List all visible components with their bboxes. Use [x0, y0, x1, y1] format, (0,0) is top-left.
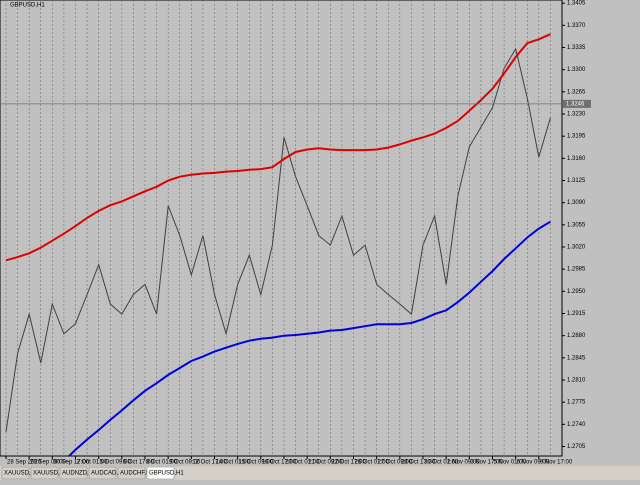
x-tick-label: 30 Sep 17:00: [53, 460, 89, 466]
x-tick-label: 30 Oct 01:00: [424, 460, 459, 466]
y-tick-label: 1.3055: [567, 222, 586, 228]
series-line: [5, 47, 551, 432]
y-tick-label: 1.2810: [567, 378, 586, 384]
tab-label[interactable]: AUDCHF,H1: [120, 471, 154, 477]
x-tick-label: 22 Oct 17:00: [331, 460, 366, 466]
y-tick-label: 1.2740: [567, 422, 586, 428]
tab-label[interactable]: XAUUSD,H1: [4, 471, 39, 477]
tab-background: [1, 466, 30, 480]
tab-label[interactable]: AUDCAD,H1: [91, 471, 126, 477]
y-tick-label: 1.3265: [567, 89, 586, 95]
y-tick-label: 1.3230: [567, 112, 586, 118]
x-tick-label: 6 Oct 17:00: [123, 460, 155, 466]
tab-background: [117, 466, 146, 480]
y-tick-label: 1.2775: [567, 400, 586, 406]
x-tick-label: 5 Oct 09:00: [100, 460, 132, 466]
y-tick-label: 1.3370: [567, 23, 586, 29]
y-tick-label: 1.3160: [567, 156, 586, 162]
x-tick-label: 20 Oct 01:00: [285, 460, 320, 466]
tab-label[interactable]: XAUUSD,H1: [33, 471, 68, 477]
tab-background: [59, 466, 88, 480]
x-tick-label: 5 Nov 01:00: [494, 460, 527, 466]
tab[interactable]: GBPUSD,H1: [146, 466, 184, 480]
x-tick-label: 27 Oct 09:00: [378, 460, 413, 466]
x-tick-label: 21 Oct 09:00: [308, 460, 343, 466]
chart-title: GBPUSD,H1: [10, 3, 45, 9]
x-tick-label: 26 Oct 01:00: [355, 460, 390, 466]
tab[interactable]: XAUUSD,H1: [1, 466, 39, 480]
y-tick-label: 1.2880: [567, 333, 586, 339]
y-tick-label: 1.3300: [567, 67, 586, 73]
y-tick-label: 1.3405: [567, 1, 586, 7]
y-tick-label: 1.2985: [567, 267, 586, 273]
x-tick-label: 12 Oct 17:00: [192, 460, 227, 466]
x-tick-label: 6 Nov 09:00: [517, 460, 550, 466]
x-tick-label: 3 Nov 17:00: [470, 460, 503, 466]
tab-label[interactable]: GBPUSD,H1: [149, 471, 184, 477]
x-tick-label: 9 Nov 17:00: [540, 460, 573, 466]
x-tick-label: 16 Oct 17:00: [262, 460, 297, 466]
tab[interactable]: AUDNZD,H1: [59, 466, 97, 480]
tab-label[interactable]: AUDNZD,H1: [62, 471, 97, 477]
series-line: [5, 33, 551, 262]
tab-background: [88, 466, 117, 480]
tab-background: [146, 466, 175, 480]
y-tick-label: 1.3335: [567, 45, 586, 51]
x-tick-label: 28 Oct 17:00: [401, 460, 436, 466]
x-tick-label: 8 Oct 01:00: [146, 460, 178, 466]
current-price-label: 1.3246: [566, 101, 585, 107]
tab-background: [30, 466, 59, 480]
x-tick-label: 15 Oct 09:00: [239, 460, 274, 466]
y-tick-label: 1.2950: [567, 289, 586, 295]
y-tick-label: 1.2845: [567, 355, 586, 361]
x-tick-label: 2 Nov 09:00: [447, 460, 480, 466]
series-line: [67, 220, 551, 456]
current-price-box: [563, 99, 591, 108]
y-tick-label: 1.2705: [567, 444, 586, 450]
x-tick-label: 14 Oct 01:00: [216, 460, 251, 466]
x-tick-label: 28 Sep 2020: [7, 460, 42, 466]
x-tick-label: 29 Sep 09:00: [30, 460, 66, 466]
y-tick-label: 1.3195: [567, 134, 586, 140]
tab[interactable]: AUDCHF,H1: [117, 466, 154, 480]
x-tick-label: 2 Oct 01:00: [77, 460, 109, 466]
y-tick-label: 1.2915: [567, 311, 586, 317]
y-tick-label: 1.3090: [567, 200, 586, 206]
plot-area: [0, 0, 563, 457]
tab[interactable]: XAUUSD,H1: [30, 466, 68, 480]
x-tick-label: 9 Oct 09:00: [169, 460, 201, 466]
y-tick-label: 1.3020: [567, 245, 586, 251]
tab[interactable]: AUDCAD,H1: [88, 466, 126, 480]
y-tick-label: 1.3125: [567, 178, 586, 184]
